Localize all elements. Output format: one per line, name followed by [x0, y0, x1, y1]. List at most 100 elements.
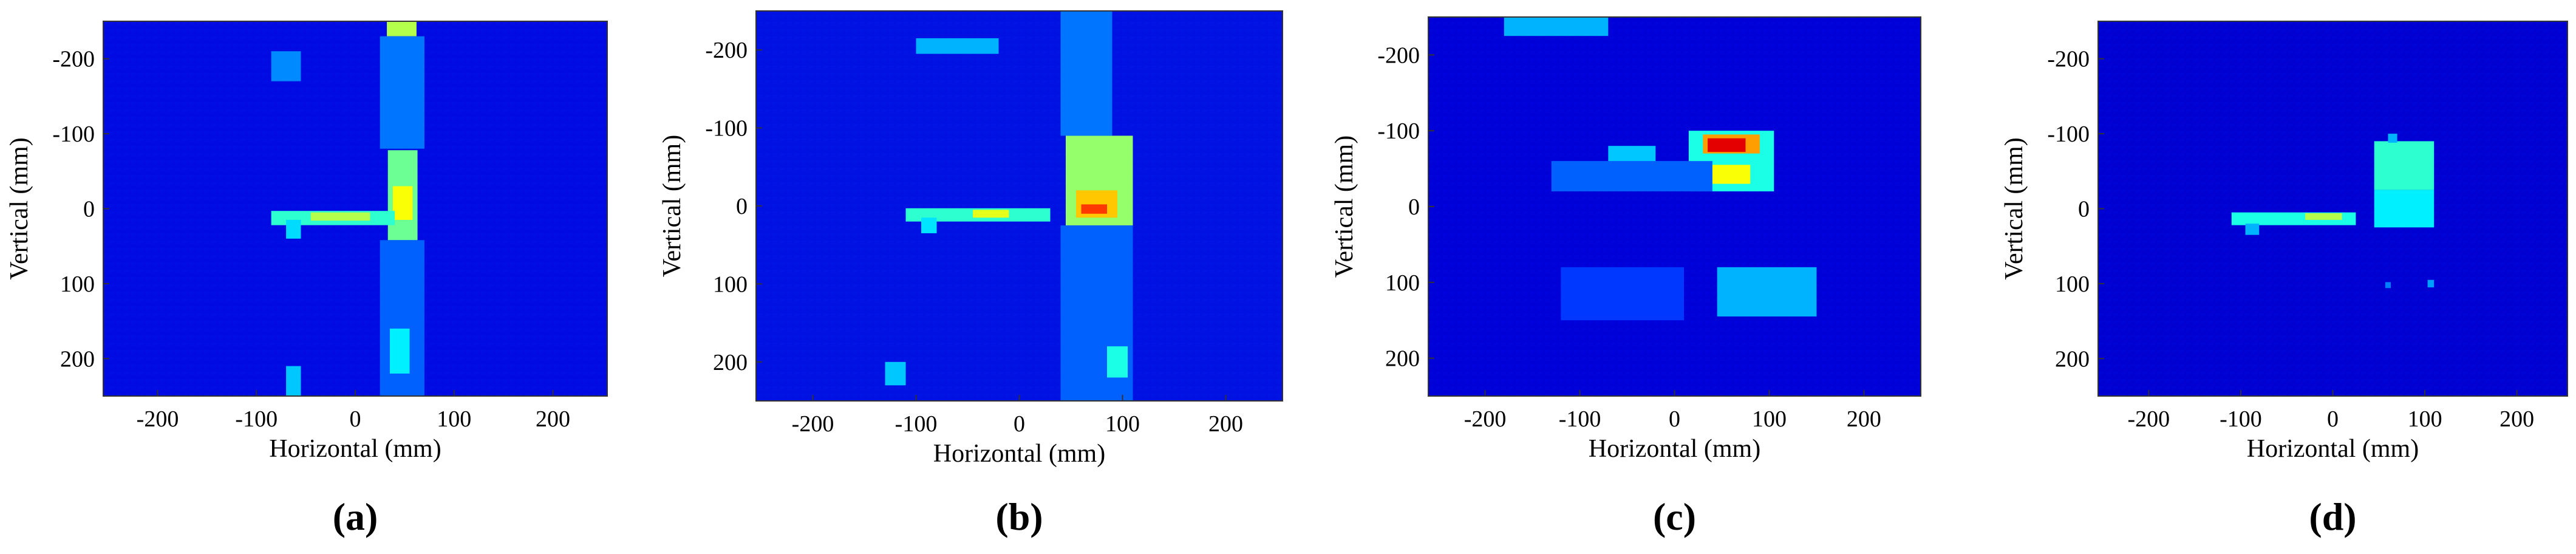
heatmap-marks	[2231, 134, 2435, 289]
heatmap-region-3	[1708, 165, 1751, 184]
heatmap-region-1	[2374, 190, 2435, 228]
x-axis-ticks: -200 -100 0 100 200	[137, 390, 570, 432]
heatmap-region-4	[973, 210, 1009, 218]
x-tick-label: -200	[2128, 406, 2170, 432]
background-speckle	[103, 21, 607, 396]
y-tick-label: 0	[83, 197, 95, 222]
y-tick-label: 0	[736, 194, 748, 219]
heatmap-region-5	[387, 21, 417, 36]
y-tick-label: -200	[1377, 43, 1420, 68]
y-axis-ticks: -200 -100 0 100 200	[1377, 43, 1434, 372]
x-axis-ticks: -200 -100 0 100 200	[1464, 390, 1881, 432]
x-tick-label: 200	[2499, 406, 2534, 432]
heatmap-region-10	[885, 361, 906, 386]
heatmap-region-5	[1504, 17, 1609, 36]
x-axis-label: Horizontal (mm)	[933, 440, 1105, 468]
x-tick-label: -200	[792, 411, 834, 437]
y-axis-ticks: -200 -100 0 100 200	[705, 38, 762, 375]
x-axis-ticks: -200 -100 0 100 200	[792, 395, 1243, 437]
x-tick-label: 200	[1208, 411, 1243, 437]
heatmap-region-6	[1551, 161, 1712, 192]
x-tick-label: 0	[1669, 406, 1680, 432]
heatmap-region-6	[916, 38, 999, 54]
x-tick-label: 0	[1014, 411, 1025, 437]
panel-label: (b)	[995, 495, 1043, 538]
y-axis-label: Vertical (mm)	[5, 137, 33, 279]
background-speckle	[1428, 17, 1921, 396]
x-tick-label: 0	[350, 406, 361, 432]
x-tick-label: 100	[2408, 406, 2442, 432]
panel-label: (a)	[333, 495, 378, 538]
heatmap-region-6	[2427, 279, 2435, 288]
y-tick-label: 100	[60, 272, 95, 297]
x-axis-ticks: -200 -100 0 100 200	[2128, 390, 2534, 432]
y-tick-label: 0	[2078, 197, 2090, 222]
heatmap-region-4	[2245, 224, 2260, 235]
y-axis-ticks: -200 -100 0 100 200	[2047, 47, 2104, 372]
panel-b: -200 -100 0 100 200 -200 -100 0 100 200 Horizont…	[658, 10, 1283, 538]
y-tick-label: -100	[52, 121, 95, 147]
x-axis-label: Horizontal (mm)	[269, 435, 441, 463]
heatmap-marks	[271, 21, 424, 396]
y-tick-label: -200	[705, 38, 748, 63]
y-tick-label: -100	[2047, 121, 2090, 147]
x-tick-label: -200	[137, 406, 179, 432]
heatmap-region-9	[1107, 346, 1128, 378]
y-tick-label: 0	[1408, 194, 1420, 220]
panel-a: -200 -100 0 100 200 -200 -100 0 100 200 Horizont…	[5, 21, 608, 538]
panel-label: (d)	[2309, 495, 2356, 538]
y-tick-label: 200	[713, 350, 748, 375]
heatmap-region-5	[921, 217, 937, 233]
x-tick-label: -100	[1559, 406, 1601, 432]
heatmap-region-2	[1708, 138, 1746, 152]
y-tick-label: 100	[2055, 272, 2090, 297]
x-tick-label: -100	[2220, 406, 2262, 432]
heatmap-region-8	[1561, 267, 1685, 321]
heatmap-region-0	[2374, 141, 2435, 190]
x-tick-label: 100	[1105, 411, 1140, 437]
heatmap-region-7	[1717, 267, 1817, 316]
y-tick-label: 200	[2055, 346, 2090, 372]
x-tick-label: 100	[1752, 406, 1787, 432]
heatmap-marks	[1504, 17, 1817, 321]
y-axis-label: Vertical (mm)	[2000, 137, 2028, 279]
heatmap-region-5	[2388, 134, 2397, 143]
y-tick-label: -100	[1377, 118, 1420, 144]
x-tick-label: 200	[536, 406, 570, 432]
background-speckle	[756, 11, 1283, 401]
y-tick-label: 100	[1385, 270, 1420, 296]
heatmap-region-3	[2305, 213, 2342, 221]
y-tick-label: -200	[2047, 47, 2090, 72]
y-axis-ticks: -200 -100 0 100 200	[52, 47, 109, 372]
y-tick-label: 200	[60, 346, 95, 372]
x-tick-label: 100	[437, 406, 471, 432]
heatmap-region-3	[310, 212, 370, 221]
heatmap-region-2	[1081, 204, 1107, 214]
x-tick-label: 0	[2327, 406, 2339, 432]
y-tick-label: -200	[52, 47, 95, 72]
x-axis-label: Horizontal (mm)	[1589, 435, 1760, 463]
y-tick-label: 200	[1385, 346, 1420, 372]
panel-label: (c)	[1653, 495, 1696, 538]
y-axis-label: Vertical (mm)	[658, 135, 686, 277]
x-axis-label: Horizontal (mm)	[2247, 435, 2419, 463]
x-tick-label: 200	[1847, 406, 1881, 432]
heatmap-region-8	[389, 328, 410, 374]
x-tick-label: -100	[235, 406, 278, 432]
heatmap-region-4	[286, 220, 301, 239]
heatmap-region-10	[286, 366, 301, 396]
heatmap-marks	[885, 11, 1133, 401]
x-tick-label: -200	[1464, 406, 1507, 432]
heatmap-region-7	[2385, 282, 2391, 289]
y-axis-label: Vertical (mm)	[1331, 135, 1358, 278]
y-tick-label: 100	[713, 272, 748, 297]
heatmap-region-9	[271, 51, 301, 81]
background-speckle	[2098, 21, 2567, 396]
panel-c: -200 -100 0 100 200 -200 -100 0 100 200 Horizont…	[1331, 16, 1921, 538]
panel-d: -200 -100 0 100 200 -200 -100 0 100 200 Horizont…	[2000, 21, 2568, 538]
heatmap-region-6	[380, 36, 424, 149]
heatmap-region-1	[392, 186, 413, 221]
x-tick-label: -100	[895, 411, 938, 437]
y-tick-label: -100	[705, 116, 748, 142]
